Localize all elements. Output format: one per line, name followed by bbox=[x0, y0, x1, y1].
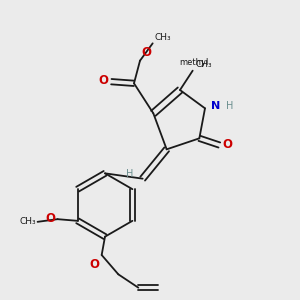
Text: O: O bbox=[223, 139, 233, 152]
Text: CH₃: CH₃ bbox=[19, 217, 36, 226]
Text: methyl: methyl bbox=[180, 58, 209, 67]
Text: O: O bbox=[45, 212, 55, 225]
Text: H: H bbox=[226, 101, 233, 111]
Text: N: N bbox=[211, 101, 220, 111]
Text: CH₃: CH₃ bbox=[195, 60, 212, 69]
Text: H: H bbox=[126, 169, 133, 179]
Text: O: O bbox=[89, 258, 99, 271]
Text: CH₃: CH₃ bbox=[154, 33, 171, 42]
Text: O: O bbox=[142, 46, 152, 59]
Text: O: O bbox=[98, 74, 108, 88]
